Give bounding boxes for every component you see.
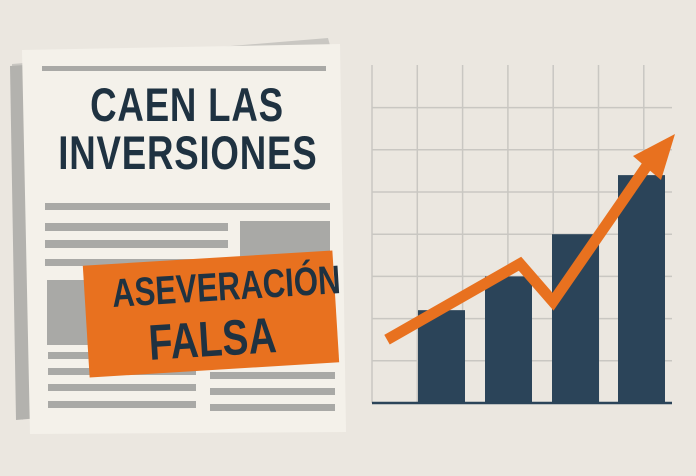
text-line: [210, 404, 335, 411]
arrowhead-icon: [633, 134, 675, 181]
bar-chart: [371, 65, 675, 405]
text-line: [48, 352, 96, 359]
headline-line-1: CAEN LAS: [90, 78, 284, 131]
text-line: [45, 223, 228, 231]
bar: [485, 276, 532, 403]
false-claim-stamp: ASEVERACIÓN FALSA: [82, 250, 342, 378]
text-line: [210, 388, 335, 395]
stamp-line-2: FALSA: [147, 307, 279, 371]
text-line: [45, 240, 228, 248]
trend-arrow-line: [384, 150, 660, 345]
top-rule: [42, 66, 326, 71]
text-line: [45, 203, 330, 210]
bar: [418, 310, 465, 403]
text-line: [48, 401, 196, 408]
bar: [618, 175, 665, 403]
text-line: [48, 384, 196, 391]
text-line: [210, 372, 335, 379]
headline-line-2: INVERSIONES: [58, 126, 318, 179]
